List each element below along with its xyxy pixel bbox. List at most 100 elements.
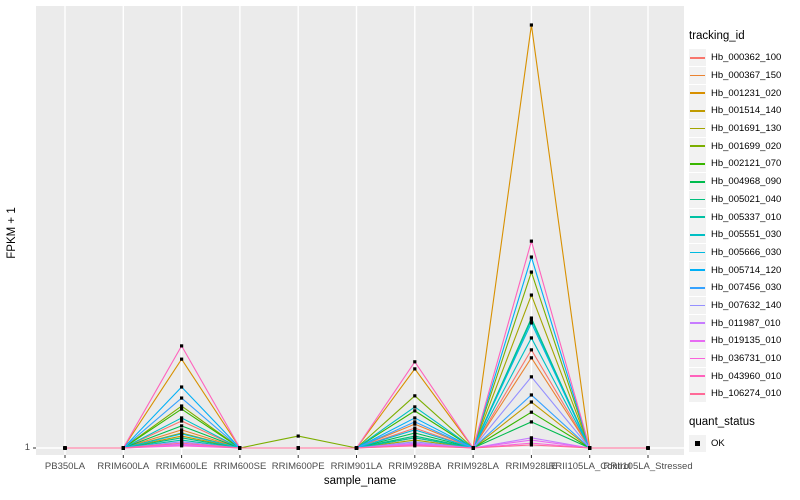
data-point <box>180 344 184 348</box>
legend-label: Hb_043960_010 <box>711 370 782 382</box>
quant-status-key <box>689 435 706 453</box>
legend-quant-status: quant_status OK <box>689 416 799 453</box>
legend-line-icon <box>690 322 705 325</box>
x-tick-label-RRIM928LA: RRIM928LA <box>447 461 499 472</box>
x-tick-label-RRIM600PE: RRIM600PE <box>271 461 325 472</box>
x-tick-label-RRIM901LA: RRIM901LA <box>330 461 383 472</box>
data-point <box>413 438 417 442</box>
legend-key-swatch <box>689 314 706 332</box>
data-point <box>413 428 417 432</box>
black-square-point-icon <box>695 441 700 446</box>
legend-entry-Hb_036731_010: Hb_036731_010 <box>689 350 799 368</box>
legend-key-swatch <box>689 367 706 385</box>
legend-key-swatch <box>689 261 706 279</box>
data-point <box>529 438 533 442</box>
y-tick-label: 1 <box>24 442 30 453</box>
legend-label: Hb_005337_010 <box>711 211 782 223</box>
legend-line-icon <box>690 110 705 112</box>
data-point <box>529 318 533 322</box>
legend-key-swatch <box>689 332 706 350</box>
legend-key-swatch <box>689 49 706 67</box>
legend-entry-Hb_004968_090: Hb_004968_090 <box>689 173 799 191</box>
data-point <box>529 410 533 414</box>
legend-line-icon <box>690 286 705 289</box>
data-point <box>180 396 184 400</box>
data-point <box>529 321 533 325</box>
data-point <box>180 357 184 361</box>
data-point <box>296 446 300 450</box>
legend-entry-Hb_007632_140: Hb_007632_140 <box>689 296 799 315</box>
legend-line-icon <box>690 233 705 236</box>
legend-key-swatch <box>689 137 706 155</box>
legend-entry-Hb_005551_030: Hb_005551_030 <box>689 226 799 244</box>
legend-label: Hb_005021_040 <box>711 193 782 205</box>
legend-entry-Hb_005666_030: Hb_005666_030 <box>689 243 799 262</box>
legend-entry-Hb_001231_020: Hb_001231_020 <box>689 84 799 102</box>
legend-line-icon <box>690 340 705 342</box>
legend-entry-Hb_019135_010: Hb_019135_010 <box>689 332 799 350</box>
data-point <box>413 420 417 424</box>
data-point <box>180 441 184 445</box>
x-tick-label-RRII105LA_Control: RRII105LA_Control <box>548 461 631 472</box>
legend-entry-Hb_001514_140: Hb_001514_140 <box>689 102 799 120</box>
legend-line-icon <box>690 74 705 77</box>
legend-line-icon <box>690 145 705 148</box>
legend-line-icon <box>690 57 705 59</box>
data-point <box>529 23 533 27</box>
legend-title-quant-status: quant_status <box>689 415 755 428</box>
data-point <box>180 444 184 448</box>
legend-entry-Hb_106274_010: Hb_106274_010 <box>689 385 799 403</box>
legend-key-swatch <box>689 173 706 191</box>
legend-key-swatch <box>689 350 706 368</box>
legend-label: Hb_002121_070 <box>711 158 782 170</box>
x-tick-label-RRIM600LA: RRIM600LA <box>97 461 150 472</box>
legend-entry-Hb_001691_130: Hb_001691_130 <box>689 120 799 138</box>
data-point <box>180 424 184 428</box>
data-point <box>413 367 417 371</box>
legend-label: Hb_005714_120 <box>711 264 782 276</box>
data-point <box>646 446 650 450</box>
x-tick-label-RRIM600LE: RRIM600LE <box>155 461 208 472</box>
data-point <box>413 426 417 430</box>
legend-line-icon <box>690 269 705 271</box>
legend-entry-Hb_005337_010: Hb_005337_010 <box>689 208 799 226</box>
legend-line-icon <box>690 357 705 360</box>
legend: tracking_id Hb_000362_100 Hb_000367_150 Hb… <box>689 30 799 453</box>
data-point <box>588 446 592 450</box>
legend-label: Hb_011987_010 <box>711 317 781 329</box>
legend-label: Hb_000367_150 <box>711 70 782 82</box>
data-point <box>413 360 417 364</box>
legend-line-icon <box>690 163 705 165</box>
data-point <box>180 436 184 440</box>
data-point <box>529 348 533 352</box>
data-point <box>529 436 533 440</box>
data-point <box>529 443 533 447</box>
legend-label: Hb_019135_010 <box>711 335 782 347</box>
data-point <box>413 409 417 413</box>
data-point <box>529 255 533 259</box>
data-point <box>413 444 417 448</box>
legend-entry-Hb_005714_120: Hb_005714_120 <box>689 261 799 279</box>
x-tick-label-RRIM928LE: RRIM928LE <box>505 461 558 472</box>
legend-label: Hb_001231_020 <box>711 87 782 99</box>
legend-entry-Hb_002121_070: Hb_002121_070 <box>689 155 799 173</box>
legend-key-swatch <box>689 279 706 297</box>
data-point <box>529 400 533 404</box>
legend-label: Hb_005666_030 <box>711 246 782 258</box>
data-point <box>180 419 184 423</box>
legend-label: Hb_007632_140 <box>711 299 782 311</box>
legend-line-icon <box>690 216 705 218</box>
data-point <box>121 446 125 450</box>
legend-label: Hb_005551_030 <box>711 229 782 241</box>
legend-line-icon <box>690 180 705 183</box>
legend-label: Hb_007456_030 <box>711 282 782 294</box>
data-point <box>413 405 417 409</box>
data-point <box>529 336 533 340</box>
legend-entry-Hb_043960_010: Hb_043960_010 <box>689 367 799 385</box>
legend-entry-Hb_000367_150: Hb_000367_150 <box>689 67 799 85</box>
legend-label: Hb_004968_090 <box>711 176 782 188</box>
data-point <box>529 316 533 320</box>
legend-entries-tracking-id: Hb_000362_100 Hb_000367_150 Hb_001231_020 H… <box>689 49 799 403</box>
legend-key-swatch <box>689 208 706 226</box>
legend-key-swatch <box>689 67 706 85</box>
